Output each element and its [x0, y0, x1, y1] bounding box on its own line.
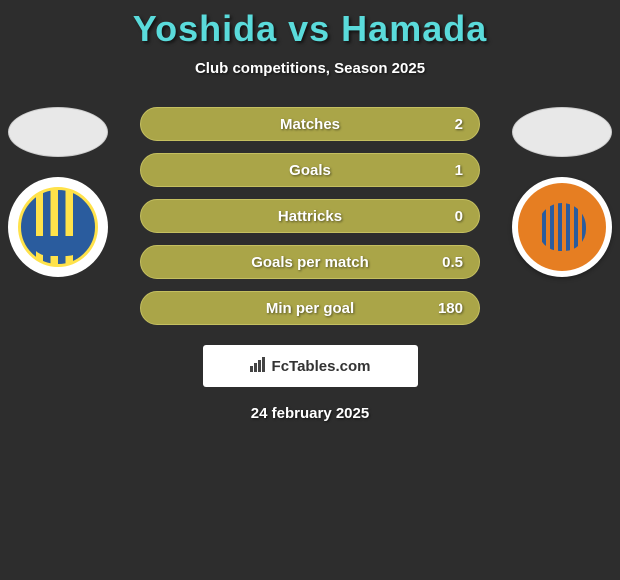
stat-label: Goals	[289, 162, 331, 179]
player-right-photo	[512, 107, 612, 157]
omiya-crest-icon	[518, 183, 606, 271]
stat-value: 0	[455, 208, 463, 225]
stat-label: Goals per match	[251, 254, 369, 271]
stats-list: Matches 2 Goals 1 Hattricks 0 Goals per …	[140, 107, 480, 325]
stat-label: Hattricks	[278, 208, 342, 225]
chart-bars-icon	[250, 356, 268, 377]
stat-value: 0.5	[442, 254, 463, 271]
footer-brand-box[interactable]: FcTables.com	[203, 345, 418, 387]
subtitle: Club competitions, Season 2025	[195, 60, 425, 77]
player-left-badge	[8, 177, 108, 277]
stat-value: 2	[455, 116, 463, 133]
page-title: Yoshida vs Hamada	[133, 8, 487, 50]
stat-row-min-per-goal: Min per goal 180	[140, 291, 480, 325]
player-left-photo	[8, 107, 108, 157]
stat-row-matches: Matches 2	[140, 107, 480, 141]
main-container: Yoshida vs Hamada Club competitions, Sea…	[0, 0, 620, 422]
stat-label: Min per goal	[266, 300, 354, 317]
montedio-crest-icon	[18, 187, 98, 267]
stat-value: 1	[455, 162, 463, 179]
footer-brand-text: FcTables.com	[272, 358, 371, 375]
stat-row-hattricks: Hattricks 0	[140, 199, 480, 233]
player-right-badge	[512, 177, 612, 277]
stat-value: 180	[438, 300, 463, 317]
date-text: 24 february 2025	[251, 405, 369, 422]
stat-row-goals-per-match: Goals per match 0.5	[140, 245, 480, 279]
player-left-column	[8, 107, 108, 277]
content-area: Matches 2 Goals 1 Hattricks 0 Goals per …	[0, 107, 620, 325]
player-right-column	[512, 107, 612, 277]
stat-label: Matches	[280, 116, 340, 133]
stat-row-goals: Goals 1	[140, 153, 480, 187]
